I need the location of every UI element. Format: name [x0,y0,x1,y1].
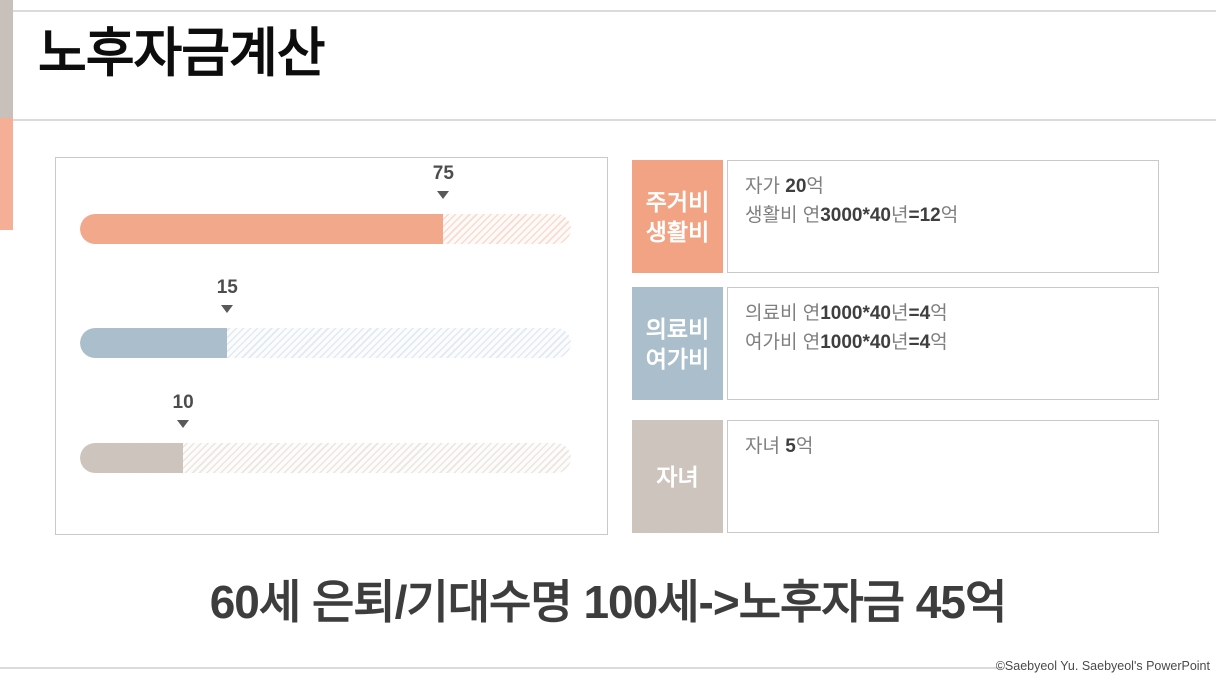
title-divider [13,119,1216,121]
info-label: 의료비 여가비 [632,287,723,400]
bar-track [80,443,571,473]
summary-text: 60세 은퇴/기대수명 100세->노후자금 45억 [209,576,1008,628]
info-text-line: 여가비 연1000*40년=4억 [745,332,948,353]
bar-marker: 15 [197,278,257,313]
bar-value-label: 10 [172,392,194,413]
bar-fill [80,443,184,473]
info-row: 자녀 자녀 5억 [632,420,1159,533]
bar-value-label: 75 [432,163,454,184]
info-text-line: 자가 20억 [745,176,824,197]
info-row: 주거비 생활비 자가 20억 생활비 연3000*40년=12억 [632,160,1159,273]
bar-row: 10 [56,393,607,473]
info-text-line: 자녀 5억 [745,436,814,457]
accent-bar-salmon [0,118,13,230]
footer-divider [0,667,1002,669]
info-label: 자녀 [632,420,723,533]
bar-row: 15 [56,278,607,358]
copyright-text: ©Saebyeol Yu. Saebyeol's PowerPoint [995,659,1210,673]
bar-track [80,214,571,244]
info-row: 의료비 여가비 의료비 연1000*40년=4억 여가비 연1000*40년=4억 [632,287,1159,400]
triangle-down-icon [177,420,190,428]
bar-fill [80,214,444,244]
bar-marker: 10 [153,393,213,428]
bar-value-label: 15 [216,277,238,298]
accent-bar-gray [0,0,13,118]
bar-fill [80,328,228,358]
bar-row: 75 [56,164,607,244]
bar-track [80,328,571,358]
info-text-line: 생활비 연3000*40년=12억 [745,205,959,226]
info-content: 자녀 5억 [727,420,1159,533]
info-label: 주거비 생활비 [632,160,723,273]
triangle-down-icon [437,191,450,199]
bar-marker: 75 [413,164,473,199]
slide-title: 노후자금계산 [38,24,326,83]
info-text-line: 의료비 연1000*40년=4억 [745,303,948,324]
top-divider [13,10,1216,12]
triangle-down-icon [221,305,234,313]
bar-chart-panel: 75 15 10 [55,157,608,535]
